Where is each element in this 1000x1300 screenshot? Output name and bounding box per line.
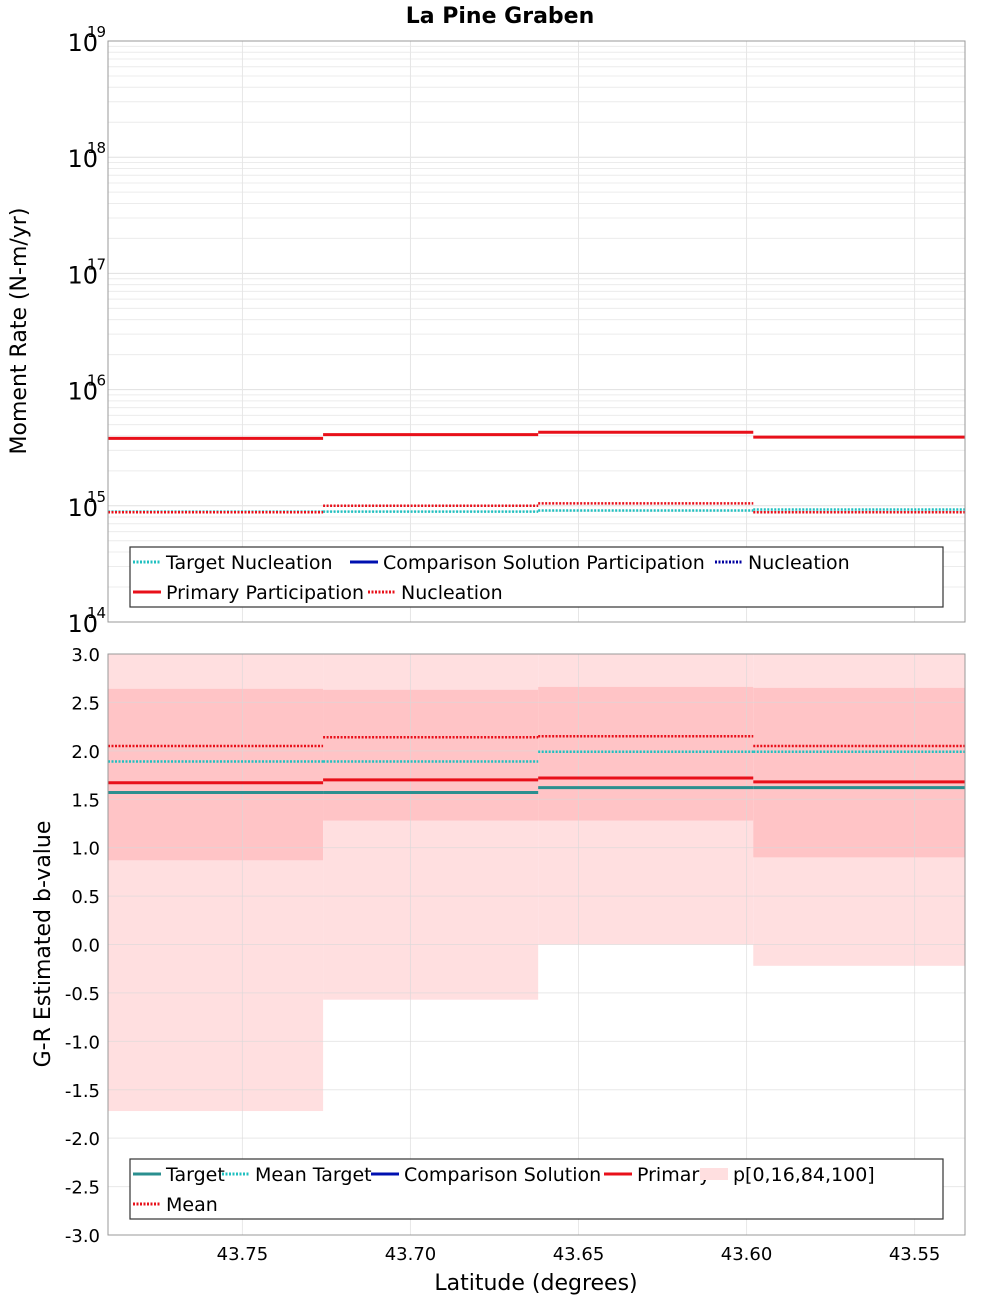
b-value-y-tick-label: -0.5 xyxy=(65,984,100,1005)
b-value-legend: Target Mean Target Comparison Solution Prim… xyxy=(129,1158,944,1220)
b-value-y-ticks: -3.0 -2.5 -2.0 -1.5 -1.0 -0.5 0.0 0.5 1.0 1.5 2.0 2… xyxy=(65,645,100,1247)
x-tick-label: 43.75 xyxy=(217,1244,269,1265)
b-value-legend-label: Target xyxy=(165,1164,225,1186)
moment-rate-legend-label: Target Nucleation xyxy=(165,552,333,574)
moment-rate-series xyxy=(108,430,965,514)
x-tick-label: 43.65 xyxy=(553,1244,605,1265)
x-tick-label: 43.70 xyxy=(385,1244,437,1265)
moment-rate-grid xyxy=(108,41,965,623)
moment-rate-y-tick-exponent: 19 xyxy=(87,23,106,41)
b-value-y-tick-label: 0.5 xyxy=(71,887,100,908)
b-value-panel: -3.0 -2.5 -2.0 -1.5 -1.0 -0.5 0.0 0.5 1.0 1.5 2.0 2… xyxy=(31,645,966,1296)
b-value-legend-swatch xyxy=(700,1168,728,1180)
b-value-y-tick-label: 0.0 xyxy=(71,936,100,957)
b-value-legend-label: p[0,16,84,100] xyxy=(733,1164,875,1186)
moment-rate-y-tick-exponent: 15 xyxy=(87,488,106,506)
b-value-y-tick-label: 2.5 xyxy=(71,693,100,714)
x-tick-label: 43.55 xyxy=(889,1244,941,1265)
percentile-band-inner xyxy=(753,687,965,858)
moment-rate-y-tick-base: 10 xyxy=(67,145,98,173)
moment-rate-y-tick-base: 10 xyxy=(67,29,98,57)
x-tick-label: 43.60 xyxy=(721,1244,773,1265)
moment-rate-legend-label: Nucleation xyxy=(401,582,503,604)
b-value-plot-frame xyxy=(107,653,966,1236)
chart-title: La Pine Graben xyxy=(406,4,595,29)
moment-rate-plot-frame xyxy=(107,40,966,623)
percentile-band-inner xyxy=(323,689,539,821)
moment-rate-legend-label: Primary Participation xyxy=(166,582,364,604)
b-value-y-tick-label: -3.0 xyxy=(65,1226,100,1247)
x-ticks: 43.75 43.70 43.65 43.60 43.55 xyxy=(217,1244,941,1265)
percentile-band-inner xyxy=(108,688,324,861)
moment-rate-y-axis-label: Moment Rate (N-m/yr) xyxy=(7,208,32,455)
b-value-y-tick-label: -1.0 xyxy=(65,1032,100,1053)
moment-rate-y-tick-exponent: 16 xyxy=(87,372,106,390)
moment-rate-legend: Target Nucleation Comparison Solution Par… xyxy=(129,546,944,608)
percentile-band-inner xyxy=(538,686,754,821)
b-value-y-tick-label: -2.0 xyxy=(65,1129,100,1150)
moment-rate-y-tick-base: 10 xyxy=(67,261,98,289)
b-value-legend-label: Mean xyxy=(166,1194,218,1216)
b-value-legend-label: Comparison Solution xyxy=(404,1164,601,1186)
b-value-series xyxy=(108,735,965,794)
moment-rate-y-tick-exponent: 18 xyxy=(87,139,106,157)
moment-rate-y-tick-exponent: 17 xyxy=(87,255,106,273)
x-axis-label: Latitude (degrees) xyxy=(434,1271,637,1296)
b-value-y-axis-label: G-R Estimated b-value xyxy=(31,821,56,1068)
b-value-y-tick-label: -2.5 xyxy=(65,1178,100,1199)
b-value-y-tick-label: -1.5 xyxy=(65,1081,100,1102)
b-value-legend-label: Primary xyxy=(637,1164,710,1186)
b-value-y-tick-label: 3.0 xyxy=(71,645,100,666)
b-value-y-tick-label: 1.0 xyxy=(71,839,100,860)
b-value-legend-box xyxy=(129,1158,944,1220)
moment-rate-y-tick-exponent: 14 xyxy=(87,604,106,622)
moment-rate-y-tick-base: 10 xyxy=(67,610,98,638)
moment-rate-legend-label: Nucleation xyxy=(748,552,850,574)
moment-rate-y-tick-base: 10 xyxy=(67,494,98,522)
b-value-percentile-bands xyxy=(108,654,965,1112)
moment-rate-y-tick-base: 10 xyxy=(67,378,98,406)
moment-rate-legend-box xyxy=(129,546,944,608)
moment-rate-legend-label: Comparison Solution Participation xyxy=(383,552,705,574)
b-value-y-tick-label: 2.0 xyxy=(71,742,100,763)
b-value-y-tick-label: 1.5 xyxy=(71,790,100,811)
b-value-legend-label: Mean Target xyxy=(255,1164,372,1186)
